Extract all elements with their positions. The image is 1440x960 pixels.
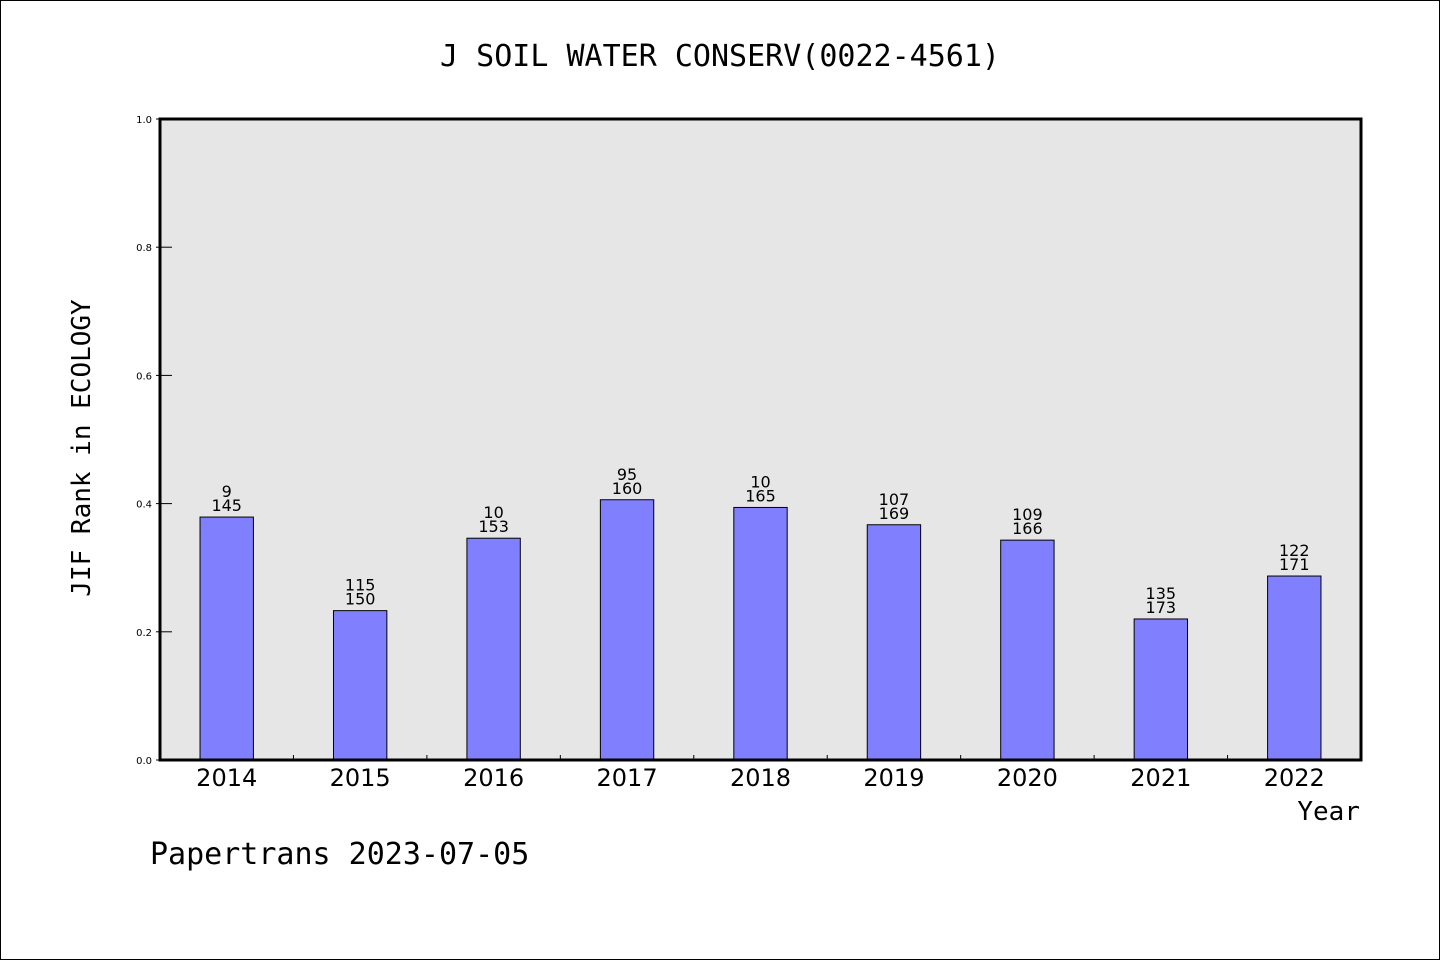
x-tick-label: 2014 [196,764,257,792]
bar-total-label: 166 [1012,519,1043,538]
bar-total-label: 171 [1279,555,1310,574]
x-tick-label: 2022 [1264,764,1325,792]
bar-rank-label: 107 [879,490,910,509]
y-axis-label: JIF Rank in ECOLOGY [67,299,97,597]
bar-total-label: 145 [211,496,242,515]
chart-title: J SOIL WATER CONSERV(0022-4561) [440,39,1000,74]
bar-rank-label: 9 [222,482,232,501]
bar-total-label: 169 [879,504,910,523]
bar-2020 [1000,539,1055,761]
bar-total-label: 153 [478,517,509,536]
bar-2019 [866,524,922,761]
bar-total-label: 173 [1146,598,1177,617]
x-tick-label: 2020 [997,764,1058,792]
bar-2014 [199,516,254,761]
bar-rank-label: 115 [345,576,376,595]
x-tick-label: 2017 [597,764,658,792]
bar-2022 [1267,575,1322,761]
bar-rank-label: 122 [1279,541,1310,560]
plot-border [158,117,1363,762]
bar-2018 [733,506,788,761]
bar-total-label: 160 [612,479,643,498]
bar-rank-label: 10 [750,472,770,491]
bar-rank-label: 95 [617,465,637,484]
bar-rank-label: 10 [483,503,503,522]
y-tick-label: 1.0 [136,115,152,126]
bar-2016 [466,537,521,761]
bar-total-label: 165 [745,486,776,505]
x-tick-label: 2016 [463,764,524,792]
y-tick-label: 0.8 [136,243,152,254]
bar-2021 [1133,618,1189,761]
y-tick-label: 0.2 [136,628,152,639]
bar-2015 [332,610,388,761]
x-tick-label: 2021 [1130,764,1191,792]
x-tick-label: 2019 [863,764,924,792]
x-tick-label: 2015 [330,764,391,792]
bar-rank-label: 109 [1012,505,1043,524]
footer-credit: Papertrans 2023-07-05 [150,837,529,872]
y-tick-label: 0.0 [136,756,152,767]
bars: 9145201411515020151015320169516020171016… [196,465,1325,792]
bar-2017 [599,499,655,761]
y-tick-label: 0.4 [136,500,152,511]
x-tick-label: 2018 [730,764,791,792]
bar-rank-label: 135 [1146,584,1177,603]
bar-total-label: 150 [345,590,376,609]
y-tick-label: 0.6 [136,371,152,382]
x-axis-label: Year [1297,797,1360,827]
